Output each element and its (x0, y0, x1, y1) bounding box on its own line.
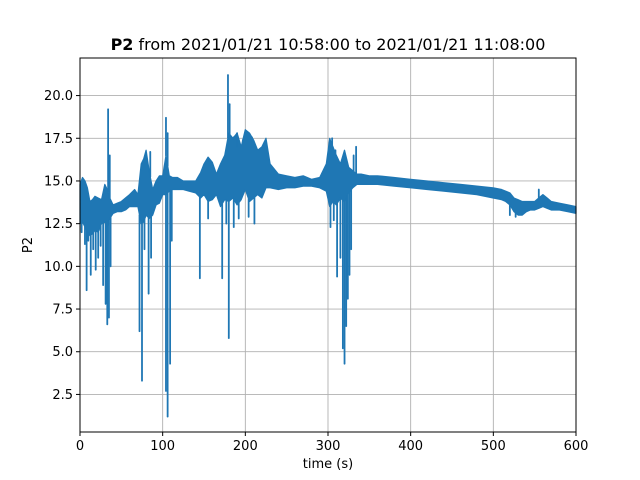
y-tick-label: 7.5 (52, 303, 73, 318)
x-tick-label: 0 (76, 439, 84, 454)
y-tick-label: 15.0 (44, 174, 73, 189)
y-axis-label: P2 (21, 237, 36, 253)
chart-title-rest: from 2021/01/21 10:58:00 to 2021/01/21 1… (133, 35, 545, 54)
x-tick-label: 400 (398, 439, 423, 454)
data-series (79, 74, 577, 418)
x-tick-label: 500 (481, 439, 506, 454)
x-tick-label: 100 (150, 439, 175, 454)
x-axis-label: time (s) (303, 457, 353, 472)
axis-ticks: 0 100 200 300 400 500 600 2.5 5.0 7.5 10.0 12.5 15.0… (44, 89, 588, 454)
x-tick-label: 300 (316, 439, 341, 454)
y-tick-label: 5.0 (52, 345, 73, 360)
y-tick-label: 17.5 (44, 132, 73, 147)
y-tick-label: 2.5 (52, 388, 73, 403)
y-tick-label: 10.0 (44, 260, 73, 275)
y-tick-label: 20.0 (44, 89, 73, 104)
chart-title: P2 from 2021/01/21 10:58:00 to 2021/01/2… (111, 35, 546, 54)
grid-lines (79, 58, 577, 432)
y-tick-label: 12.5 (44, 217, 73, 232)
x-tick-label: 600 (564, 439, 589, 454)
chart-title-bold: P2 (111, 35, 134, 54)
x-tick-label: 200 (233, 439, 258, 454)
